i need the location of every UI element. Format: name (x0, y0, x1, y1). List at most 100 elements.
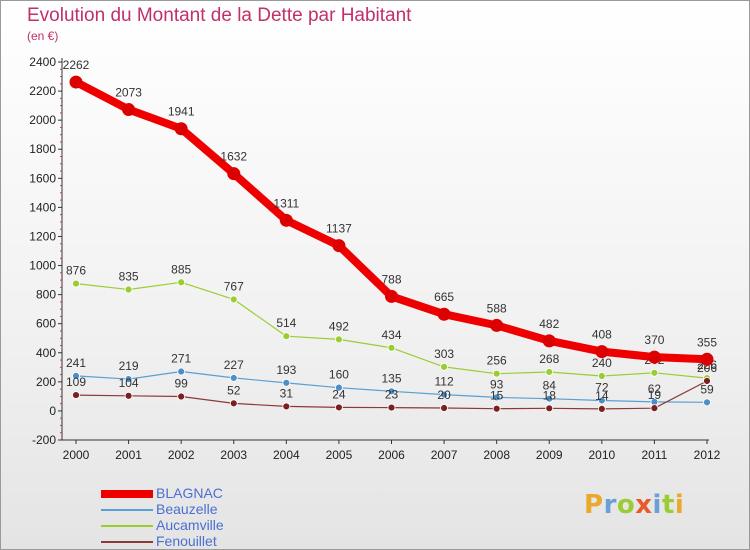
data-label: 20 (437, 388, 451, 402)
y-tick-label: 400 (36, 346, 56, 360)
data-label: 1137 (326, 222, 352, 236)
data-point (122, 103, 136, 117)
data-point (177, 367, 186, 376)
x-tick-label: 2000 (63, 448, 90, 462)
x-tick-label: 2010 (588, 448, 615, 462)
data-point (597, 396, 606, 405)
data-label: 482 (539, 317, 559, 331)
y-tick-label: 2000 (29, 113, 56, 127)
data-label: 52 (227, 383, 241, 397)
data-label: 59 (700, 382, 714, 396)
data-point (597, 404, 606, 413)
logo-letter: r (603, 490, 617, 520)
y-tick-label: 2400 (29, 55, 56, 69)
data-point (387, 403, 396, 412)
data-point (650, 368, 659, 377)
legend-swatch (101, 509, 153, 511)
series-fenouillet: 109 104 99 52 31 24 23 20 15 18 14 19 206 (66, 361, 717, 413)
data-label: 876 (66, 264, 86, 278)
data-label: 23 (385, 388, 399, 402)
data-point (597, 372, 606, 380)
y-tick-label: 1800 (29, 142, 56, 156)
series-beauzelle: 241 219 271 227 193 160 135 112 93 84 72 62 59 (66, 352, 714, 407)
data-label: 14 (595, 389, 609, 403)
data-point (440, 390, 448, 399)
data-label: 492 (329, 319, 349, 333)
data-label: 1632 (220, 150, 247, 164)
data-label: 241 (66, 356, 86, 370)
data-label: 31 (280, 386, 294, 400)
data-label: 767 (224, 279, 244, 293)
data-point (177, 278, 186, 287)
data-label: 408 (592, 328, 612, 342)
data-point (545, 368, 554, 376)
data-point (437, 307, 451, 321)
data-point (229, 399, 238, 408)
data-label: 135 (381, 371, 401, 385)
data-point (124, 391, 133, 400)
data-point (545, 394, 554, 403)
logo-letter: o (616, 490, 636, 520)
x-tick-label: 2002 (168, 448, 195, 462)
legend-label: Aucamville (156, 517, 224, 533)
data-point (229, 374, 238, 382)
data-label: 1941 (168, 105, 195, 119)
data-label: 15 (490, 389, 504, 403)
data-point (440, 362, 448, 371)
x-tick-label: 2009 (536, 448, 563, 462)
data-label: 835 (119, 270, 139, 284)
data-point (387, 387, 396, 396)
data-label: 1311 (273, 196, 299, 210)
legend-swatch (101, 541, 153, 543)
x-tick-label: 2006 (378, 448, 405, 462)
data-point (174, 122, 188, 136)
data-point (282, 402, 291, 411)
data-label: 788 (381, 272, 401, 286)
data-point (72, 279, 80, 288)
data-label: 240 (592, 356, 612, 370)
y-tick-label: 0 (49, 404, 56, 418)
y-tick-label: -200 (32, 433, 56, 447)
data-point (124, 285, 133, 294)
data-point (229, 295, 238, 304)
chart-subtitle: (en €) (27, 29, 59, 43)
data-label: 370 (644, 333, 664, 347)
logo-letter: P (584, 490, 604, 520)
data-label: 355 (697, 335, 717, 349)
data-point (227, 167, 241, 181)
y-tick-label: 1000 (29, 259, 56, 273)
data-label: 84 (543, 379, 557, 393)
data-label: 19 (648, 388, 662, 402)
x-tick-label: 2005 (326, 448, 353, 462)
x-tick-label: 2001 (115, 448, 142, 462)
y-tick-label: 200 (36, 375, 56, 389)
data-point (72, 391, 80, 399)
data-point (440, 404, 448, 412)
proxiti-logo: Proxiti (584, 490, 684, 520)
data-label: 206 (697, 361, 717, 375)
data-point (69, 75, 83, 89)
data-label: 303 (434, 347, 454, 361)
data-point (647, 350, 661, 364)
data-label: 665 (434, 290, 454, 304)
data-point (650, 404, 659, 413)
y-tick-label: 1200 (29, 229, 56, 243)
x-tick-label: 2004 (273, 448, 300, 462)
data-point (335, 335, 343, 344)
legend-label: Beauzelle (156, 501, 218, 517)
data-label: 514 (276, 316, 296, 330)
data-point (490, 318, 504, 332)
data-point (282, 332, 291, 341)
data-label: 885 (171, 262, 191, 276)
data-point (332, 239, 346, 253)
series-blagnac: 2262 2073 1941 1632 1311 1137 788 665 588 482 408 3… (63, 58, 717, 366)
data-point (282, 378, 291, 387)
x-tick-label: 2008 (483, 448, 510, 462)
y-tick-label: 1400 (29, 200, 56, 214)
x-tick-label: 2007 (431, 448, 458, 462)
data-point (177, 392, 186, 401)
data-point (335, 383, 343, 392)
data-point (335, 403, 343, 412)
data-point (545, 404, 554, 413)
